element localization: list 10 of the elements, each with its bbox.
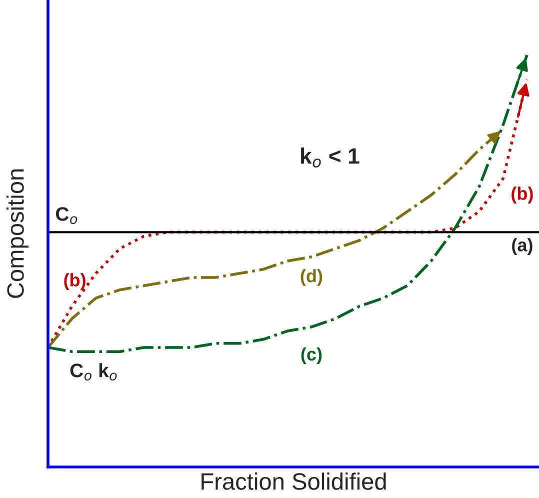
x-axis-title: Fraction Solidified bbox=[202, 472, 386, 490]
series-label: (b) bbox=[64, 273, 86, 290]
text: (b) bbox=[512, 186, 533, 204]
annotation: C$_{o}$ k$_{o}$ bbox=[70, 363, 117, 381]
ref-line-label: (a) bbox=[512, 238, 532, 255]
series-label: (c) bbox=[301, 347, 322, 364]
annotation: k$_{o}$ < 1 bbox=[301, 148, 360, 168]
series-label: (d) bbox=[300, 269, 322, 286]
y-axis-title: Composition bbox=[6, 169, 29, 298]
annotation: C$_{o}$ bbox=[56, 207, 78, 224]
